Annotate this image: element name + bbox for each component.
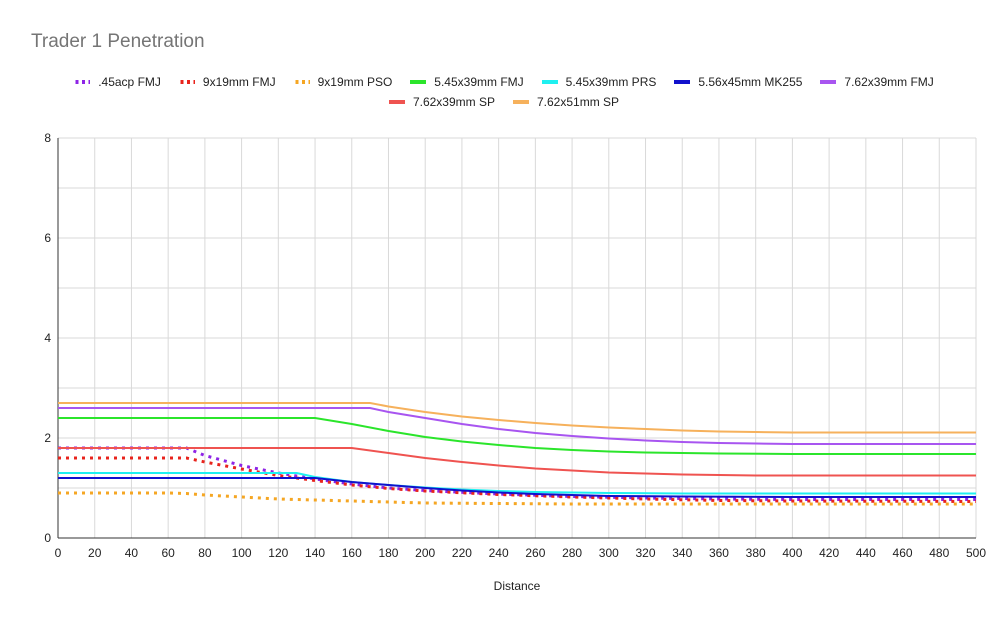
legend-label: 9x19mm FMJ	[202, 75, 276, 89]
x-axis-label: Distance	[494, 579, 541, 593]
legend-swatch	[820, 80, 837, 84]
x-tick-label: 40	[125, 546, 139, 560]
legend-swatch	[75, 80, 91, 84]
legend-swatch	[674, 80, 691, 84]
x-tick-label: 60	[161, 546, 175, 560]
x-tick-label: 360	[709, 546, 729, 560]
tick-labels: 0 20 40 60 80 100 120 140 160 180 200 220 240 260 280 3…	[44, 131, 986, 560]
legend-label: .45acp FMJ	[98, 75, 161, 89]
x-tick-label: 400	[782, 546, 802, 560]
x-tick-label: 460	[893, 546, 913, 560]
legend-label: 5.56x45mm MK255	[698, 75, 803, 89]
x-tick-label: 80	[198, 546, 212, 560]
x-tick-label: 160	[342, 546, 362, 560]
x-tick-label: 500	[966, 546, 986, 560]
legend-swatch	[388, 100, 405, 104]
legend-swatch	[180, 80, 195, 84]
x-tick-label: 440	[856, 546, 876, 560]
x-tick-label: 100	[232, 546, 252, 560]
legend-item: .45acp FMJ	[74, 75, 161, 89]
legend-item: 7.62x39mm FMJ	[820, 75, 934, 89]
legend-row-2: 7.62x39mm SP 7.62x51mm SP	[0, 95, 1008, 109]
y-tick-label: 6	[44, 231, 51, 245]
legend-label: 7.62x51mm SP	[537, 95, 620, 109]
grid-lines	[57, 137, 977, 538]
series-line-5	[58, 477, 976, 498]
legend-item: 9x19mm FMJ	[179, 75, 276, 89]
legend-swatch	[541, 80, 558, 84]
legend-row-1: .45acp FMJ 9x19mm FMJ 9x19mm PSO 5.45x39mm …	[0, 75, 1008, 89]
legend-item: 9x19mm PSO	[294, 75, 393, 89]
legend-label: 7.62x39mm FMJ	[844, 75, 934, 89]
series-lines	[58, 402, 977, 506]
x-tick-label: 280	[562, 546, 582, 560]
x-tick-label: 180	[378, 546, 398, 560]
axes	[57, 138, 976, 539]
x-tick-label: 300	[599, 546, 619, 560]
legend-swatch	[513, 100, 529, 104]
x-tick-label: 340	[672, 546, 692, 560]
legend-label: 5.45x39mm PRS	[565, 75, 657, 89]
series-line-3	[58, 417, 976, 455]
x-tick-label: 0	[55, 546, 62, 560]
x-tick-label: 320	[636, 546, 656, 560]
legend-item: 5.45x39mm PRS	[541, 75, 657, 89]
x-tick-label: 260	[525, 546, 545, 560]
x-tick-label: 120	[268, 546, 288, 560]
y-tick-label: 4	[44, 331, 51, 345]
y-tick-label: 2	[44, 431, 51, 445]
legend-item: 7.62x39mm SP	[388, 95, 495, 109]
legend-swatch	[410, 80, 427, 84]
x-tick-label: 140	[305, 546, 325, 560]
legend-label: 9x19mm PSO	[317, 75, 393, 89]
series-line-7	[58, 447, 976, 477]
series-line-6	[58, 407, 976, 445]
x-tick-label: 420	[819, 546, 839, 560]
x-tick-label: 240	[489, 546, 509, 560]
legend-item: 7.62x51mm SP	[513, 95, 619, 109]
x-tick-label: 480	[929, 546, 949, 560]
series-line-0	[58, 446, 976, 501]
x-tick-label: 20	[88, 546, 102, 560]
legend-item: 5.45x39mm FMJ	[410, 75, 524, 89]
y-tick-label: 8	[44, 131, 51, 145]
legend-swatch	[295, 80, 310, 84]
chart-title: Trader 1 Penetration	[31, 31, 205, 52]
x-tick-label: 200	[415, 546, 435, 560]
y-tick-label: 0	[44, 531, 51, 545]
legend-item: 5.56x45mm MK255	[674, 75, 802, 89]
legend-label: 7.62x39mm SP	[412, 95, 495, 109]
series-line-8	[58, 402, 976, 434]
x-tick-label: 220	[452, 546, 472, 560]
legend-label: 5.45x39mm FMJ	[434, 75, 524, 89]
x-tick-label: 380	[746, 546, 766, 560]
